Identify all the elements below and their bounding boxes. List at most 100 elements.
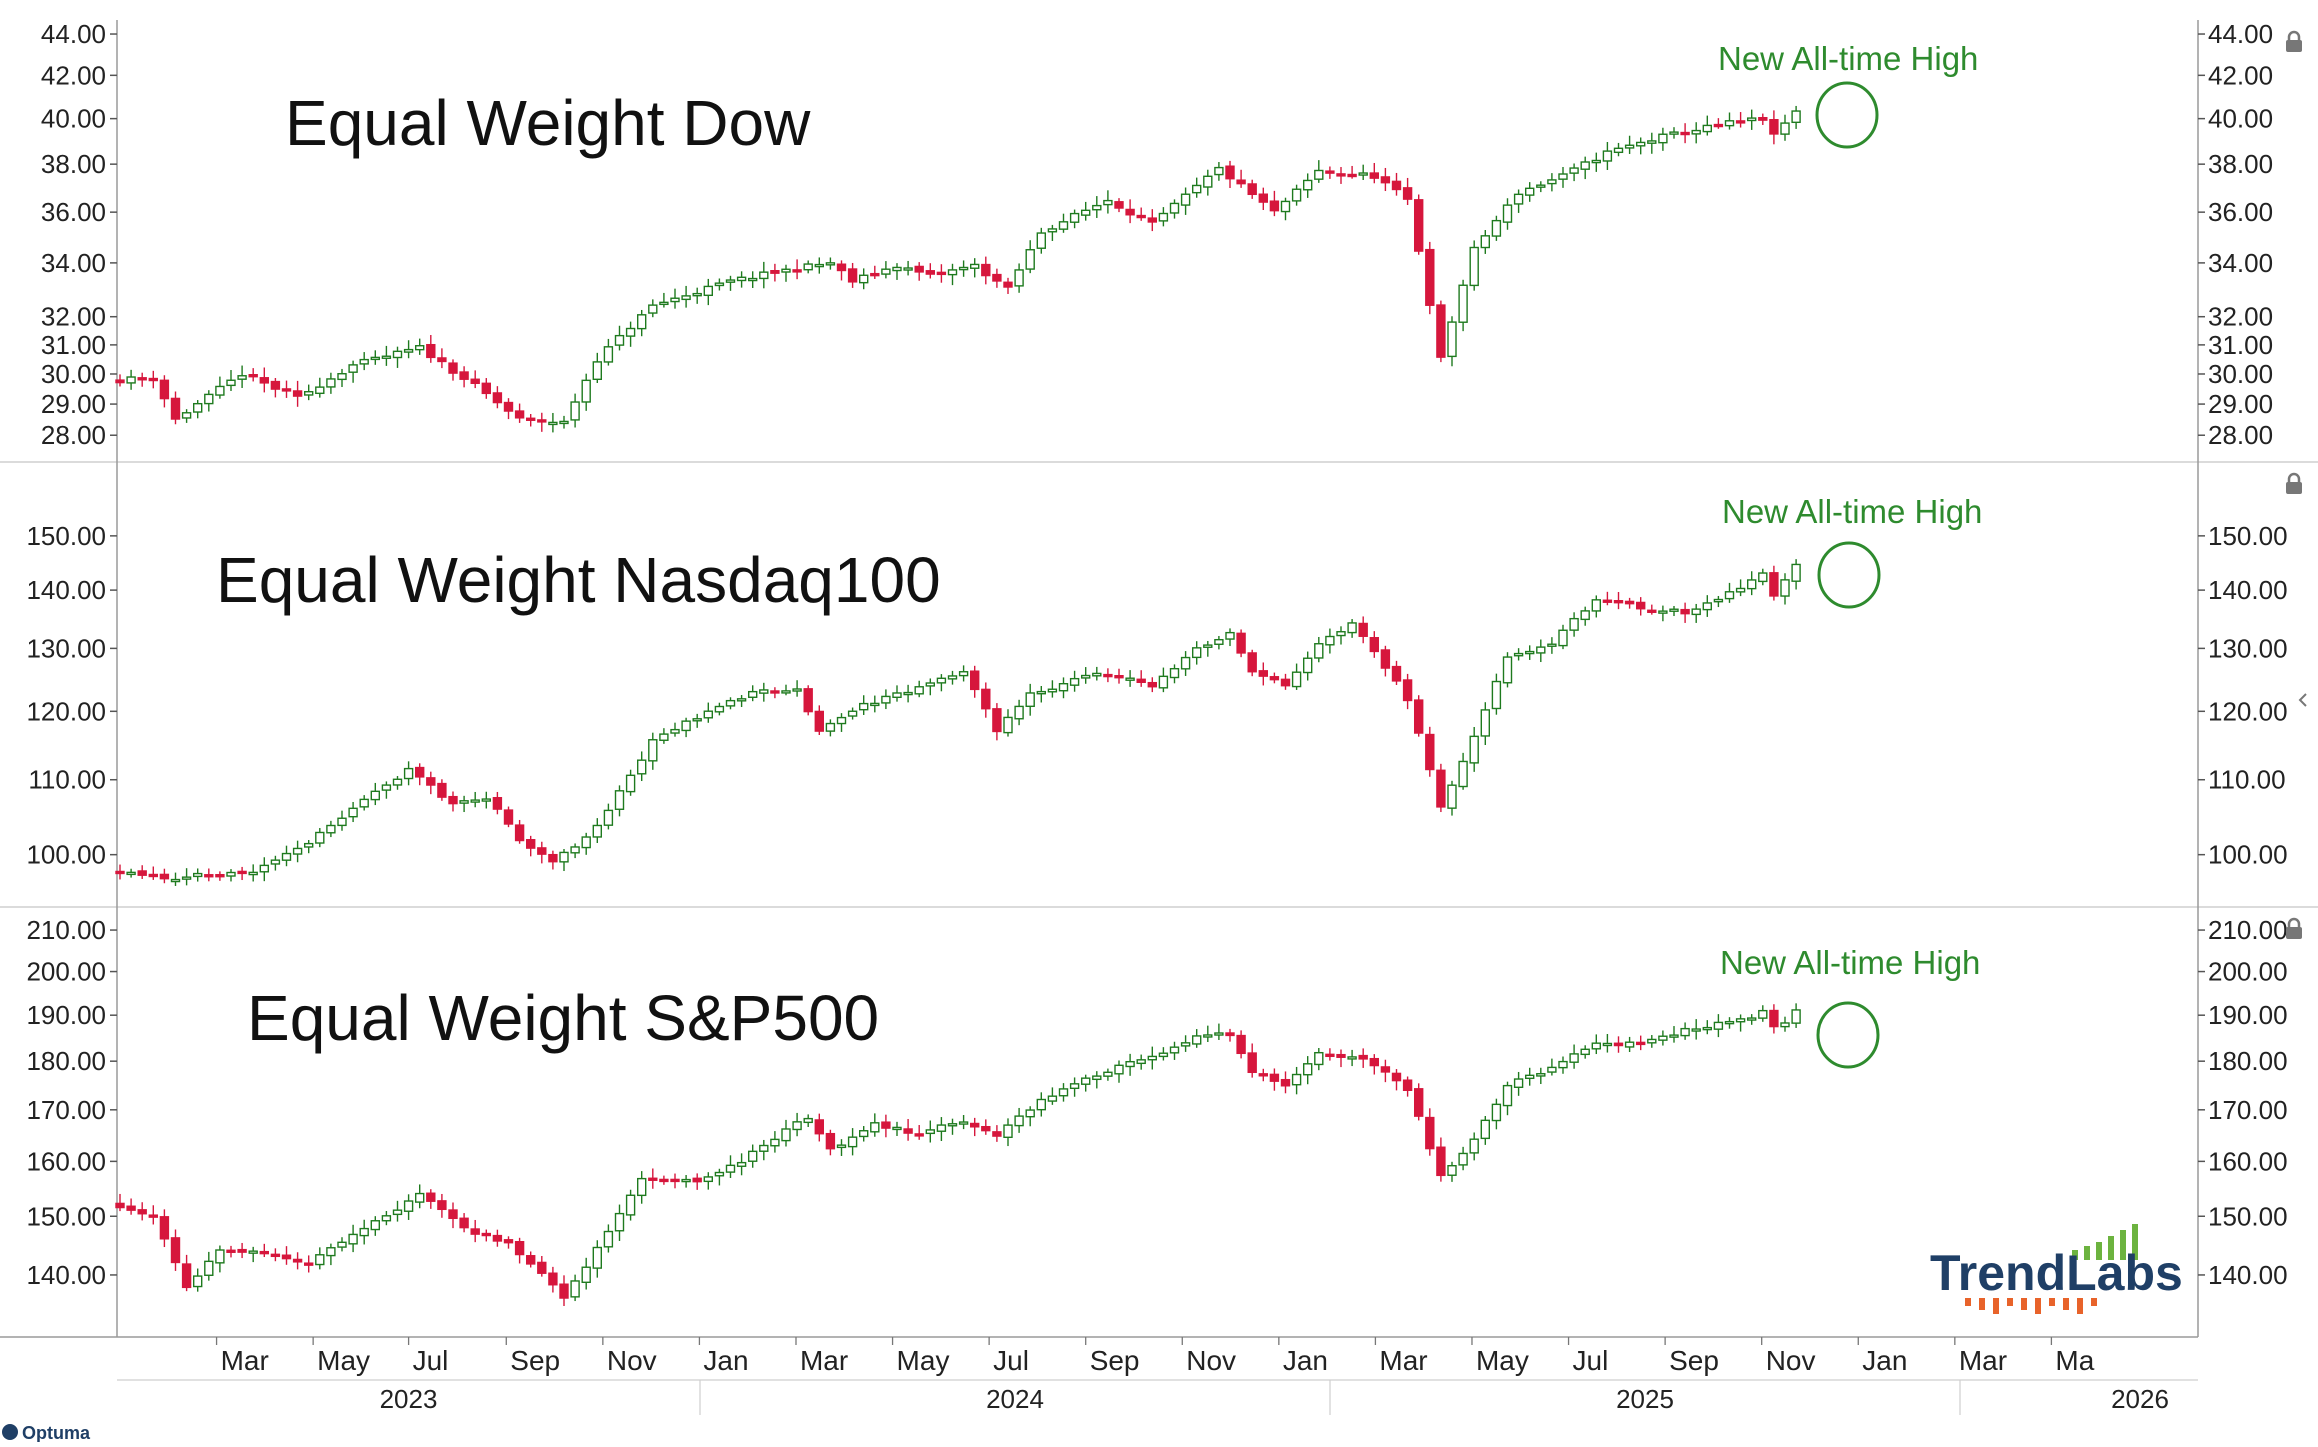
candle-body-down bbox=[526, 839, 536, 849]
candle-body-down bbox=[803, 688, 813, 713]
candle bbox=[1425, 1108, 1435, 1156]
candle-body-down bbox=[1369, 1057, 1380, 1067]
candle-body-up bbox=[1203, 175, 1213, 188]
candle bbox=[115, 864, 125, 880]
candle bbox=[770, 263, 780, 282]
candle-body-down bbox=[426, 343, 436, 359]
candle bbox=[1580, 606, 1590, 626]
candle bbox=[1203, 640, 1213, 657]
candle-body-up bbox=[1036, 690, 1047, 695]
candle bbox=[304, 1255, 314, 1273]
lock-icon[interactable] bbox=[2286, 30, 2302, 52]
candle bbox=[1136, 1054, 1146, 1070]
candle bbox=[326, 372, 336, 394]
candle bbox=[448, 1202, 458, 1229]
candle-body-up bbox=[803, 1117, 813, 1124]
candle-body-down bbox=[1647, 609, 1657, 613]
candle-body-up bbox=[781, 690, 791, 694]
candle bbox=[1447, 780, 1457, 816]
candle-body-up bbox=[1103, 199, 1113, 206]
candle bbox=[581, 832, 591, 855]
candle-body-up bbox=[936, 677, 947, 684]
candle bbox=[270, 1248, 281, 1262]
x-month-label: Nov bbox=[1186, 1345, 1236, 1376]
candle bbox=[415, 338, 425, 355]
candle bbox=[659, 728, 669, 744]
candle-body-up bbox=[1602, 150, 1613, 162]
candle bbox=[947, 1118, 958, 1135]
candle-body-up bbox=[215, 385, 225, 396]
candle bbox=[1025, 1106, 1035, 1127]
candle-body-up bbox=[1458, 760, 1468, 788]
candle bbox=[1647, 1035, 1657, 1048]
candle bbox=[592, 1240, 602, 1278]
candle bbox=[470, 1219, 480, 1243]
candle bbox=[1058, 213, 1069, 233]
candle bbox=[803, 260, 813, 274]
candle-body-up bbox=[1735, 587, 1746, 593]
candle-body-up bbox=[870, 1122, 880, 1133]
candle-body-up bbox=[892, 1126, 902, 1131]
candle-body-down bbox=[292, 390, 303, 397]
candle bbox=[936, 1117, 947, 1141]
candle bbox=[1758, 113, 1768, 125]
candle-body-down bbox=[1602, 599, 1613, 603]
candle bbox=[1136, 207, 1146, 221]
candle bbox=[759, 682, 769, 702]
candle bbox=[614, 785, 625, 817]
y-tick-label-left: 140.00 bbox=[26, 1260, 106, 1290]
candle bbox=[281, 845, 292, 867]
x-month-label: Jul bbox=[993, 1345, 1029, 1376]
candle-body-down bbox=[270, 1253, 281, 1258]
candle bbox=[970, 665, 980, 698]
candle-body-up bbox=[1314, 1051, 1324, 1066]
ath-highlight-circle bbox=[1815, 81, 1879, 149]
candle-body-down bbox=[1391, 665, 1402, 682]
candle bbox=[259, 857, 269, 882]
candle-body-down bbox=[992, 708, 1002, 733]
candle bbox=[1425, 726, 1435, 777]
candle-body-up bbox=[1791, 563, 1801, 582]
collapse-chevron-icon[interactable] bbox=[2298, 693, 2307, 707]
candle bbox=[115, 1193, 125, 1212]
logo-bar-orange bbox=[1993, 1298, 1999, 1314]
candle-body-down bbox=[1413, 699, 1424, 734]
candle-body-up bbox=[304, 842, 314, 848]
candle bbox=[1092, 666, 1102, 681]
lock-icon[interactable] bbox=[2286, 917, 2302, 939]
candle-body-up bbox=[1314, 643, 1324, 659]
candle bbox=[426, 1189, 436, 1209]
y-tick-label-right: 210.00 bbox=[2208, 915, 2288, 945]
candle bbox=[1358, 616, 1368, 644]
candle-body-up bbox=[1547, 643, 1557, 647]
candle-body-up bbox=[1558, 173, 1568, 180]
candle-body-up bbox=[1524, 187, 1535, 196]
candle bbox=[892, 1121, 902, 1136]
candle bbox=[881, 689, 891, 710]
candle-body-up bbox=[614, 790, 625, 810]
candle bbox=[1114, 1060, 1124, 1083]
candle-body-down bbox=[1713, 123, 1724, 128]
candle bbox=[1558, 167, 1568, 188]
candle bbox=[603, 338, 614, 366]
candle-body-down bbox=[537, 847, 547, 855]
y-tick-label-right: 150.00 bbox=[2208, 521, 2288, 551]
candle bbox=[148, 370, 159, 389]
candle-body-up bbox=[470, 799, 480, 803]
candle-body-up bbox=[681, 1178, 691, 1183]
candle bbox=[825, 719, 836, 737]
y-tick-label-right: 36.00 bbox=[2208, 197, 2273, 227]
x-month-label: Sep bbox=[1090, 1345, 1140, 1376]
candle-body-down bbox=[1402, 1079, 1413, 1091]
ath-annotation-label: New All-time High bbox=[1720, 944, 1980, 981]
candle bbox=[1092, 1071, 1102, 1089]
candle bbox=[1502, 1081, 1513, 1116]
candle-body-down bbox=[648, 1177, 658, 1181]
candle bbox=[1014, 1107, 1024, 1133]
candle-body-up bbox=[1469, 1138, 1479, 1154]
candle-body-up bbox=[1291, 671, 1302, 688]
candle bbox=[958, 260, 969, 277]
lock-icon[interactable] bbox=[2286, 472, 2302, 494]
candle-body-up bbox=[1214, 166, 1224, 176]
candle bbox=[792, 259, 802, 280]
